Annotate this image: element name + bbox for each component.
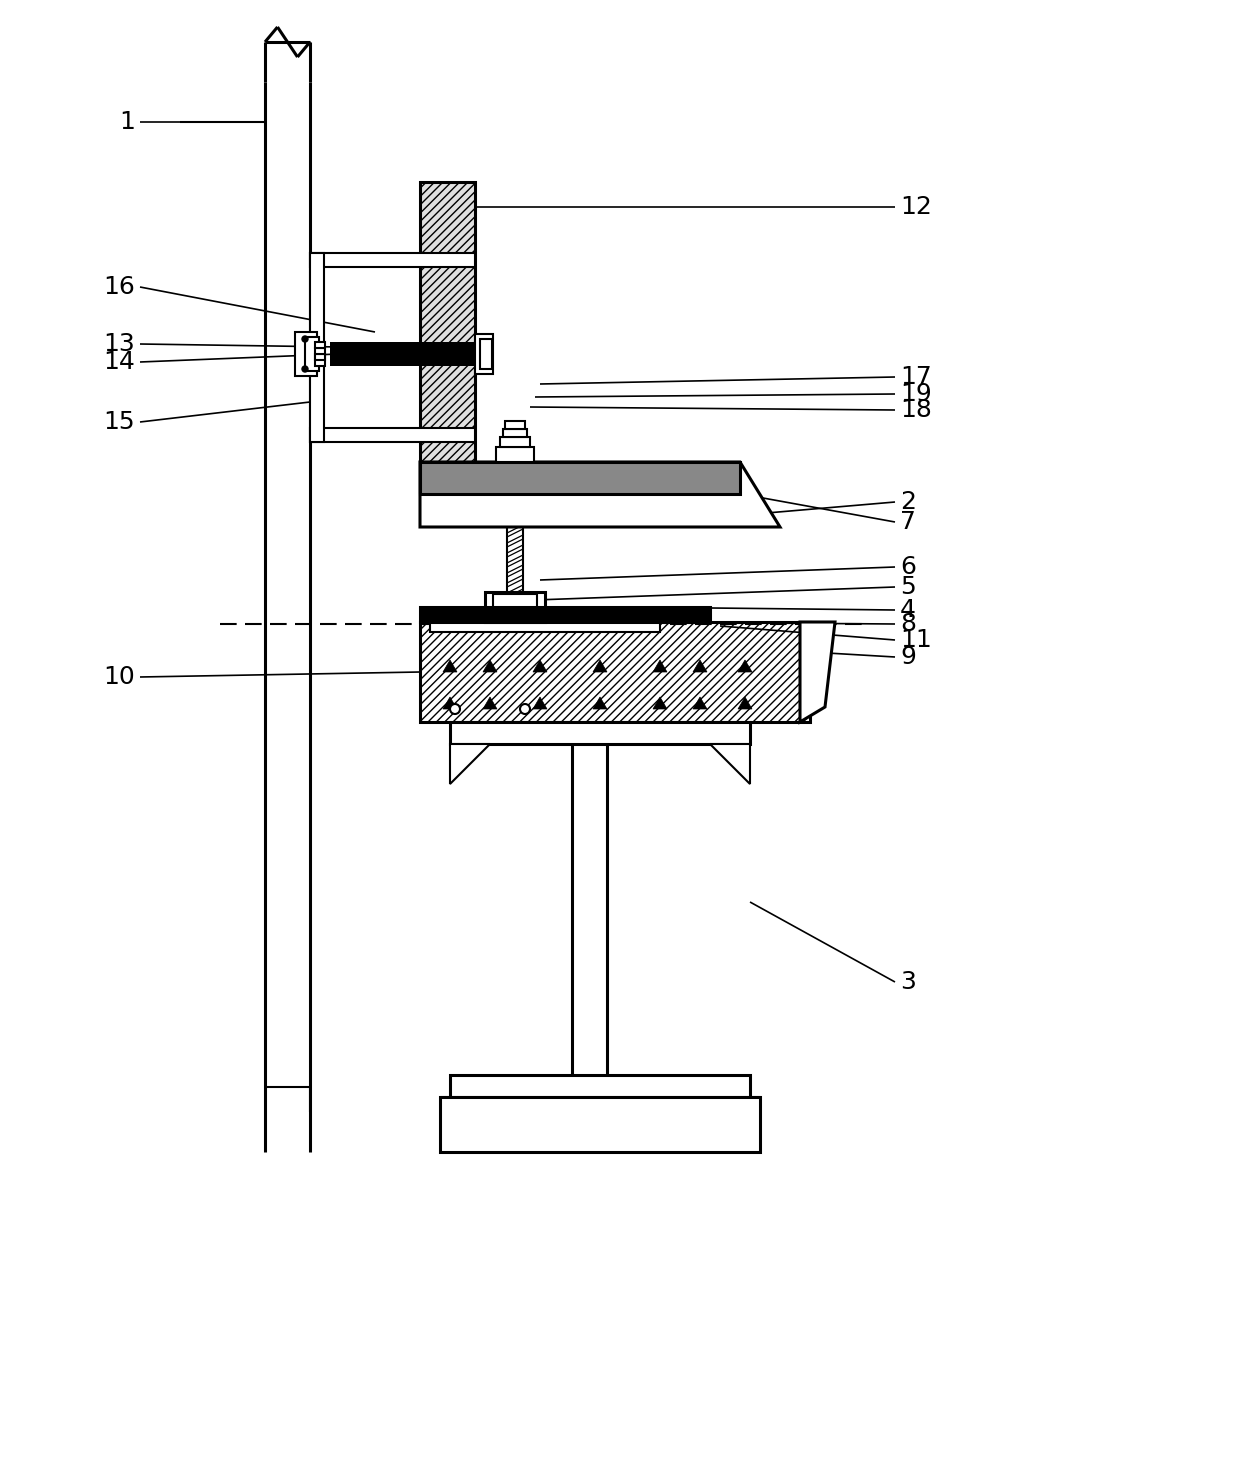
Text: 13: 13 [103,332,135,357]
Bar [310,428,475,442]
Circle shape [303,366,308,371]
Polygon shape [484,697,497,709]
Polygon shape [800,621,835,722]
Bar [500,437,529,447]
Bar [503,428,527,437]
Bar [330,342,485,366]
Circle shape [303,336,308,342]
Text: 18: 18 [900,398,932,423]
Bar [505,421,525,428]
Text: 9: 9 [900,645,916,670]
Bar [475,333,494,374]
Polygon shape [533,659,547,673]
Bar [420,621,810,722]
Text: 11: 11 [900,629,931,652]
Circle shape [450,705,460,713]
Bar [494,594,537,620]
Text: 16: 16 [103,275,135,300]
Polygon shape [443,659,458,673]
Bar [496,447,534,462]
Bar [295,332,317,376]
Polygon shape [533,697,547,709]
Text: 19: 19 [900,382,931,406]
Bar [305,338,319,371]
Text: 15: 15 [103,409,135,434]
Polygon shape [443,697,458,709]
Bar [315,342,325,348]
Bar [430,621,660,632]
Polygon shape [693,697,707,709]
Polygon shape [738,659,751,673]
Polygon shape [420,462,780,526]
Bar [310,253,324,442]
Bar [420,181,475,493]
Bar [310,253,475,268]
Polygon shape [593,697,608,709]
Polygon shape [593,659,608,673]
Polygon shape [484,659,497,673]
Text: 1: 1 [119,110,135,135]
Polygon shape [450,744,490,784]
Text: 12: 12 [900,194,932,219]
Text: 14: 14 [103,349,135,374]
Bar [315,348,325,354]
Text: 4: 4 [900,598,916,621]
Polygon shape [693,659,707,673]
Text: 10: 10 [103,665,135,689]
Circle shape [520,705,529,713]
Polygon shape [738,697,751,709]
Text: 2: 2 [900,490,916,515]
Bar [420,462,740,494]
Polygon shape [653,697,667,709]
Bar [440,1096,760,1152]
Bar [450,1075,750,1096]
Bar [420,607,711,621]
Polygon shape [653,659,667,673]
Bar [485,592,546,621]
Text: 3: 3 [900,969,916,994]
Text: 8: 8 [900,613,916,636]
Text: 5: 5 [900,575,916,599]
Bar [450,722,750,744]
Text: 6: 6 [900,556,916,579]
Bar [480,339,492,368]
Bar [315,354,325,360]
Text: 17: 17 [900,366,931,389]
Bar [315,357,325,366]
Polygon shape [711,744,750,784]
Text: 7: 7 [900,510,916,534]
